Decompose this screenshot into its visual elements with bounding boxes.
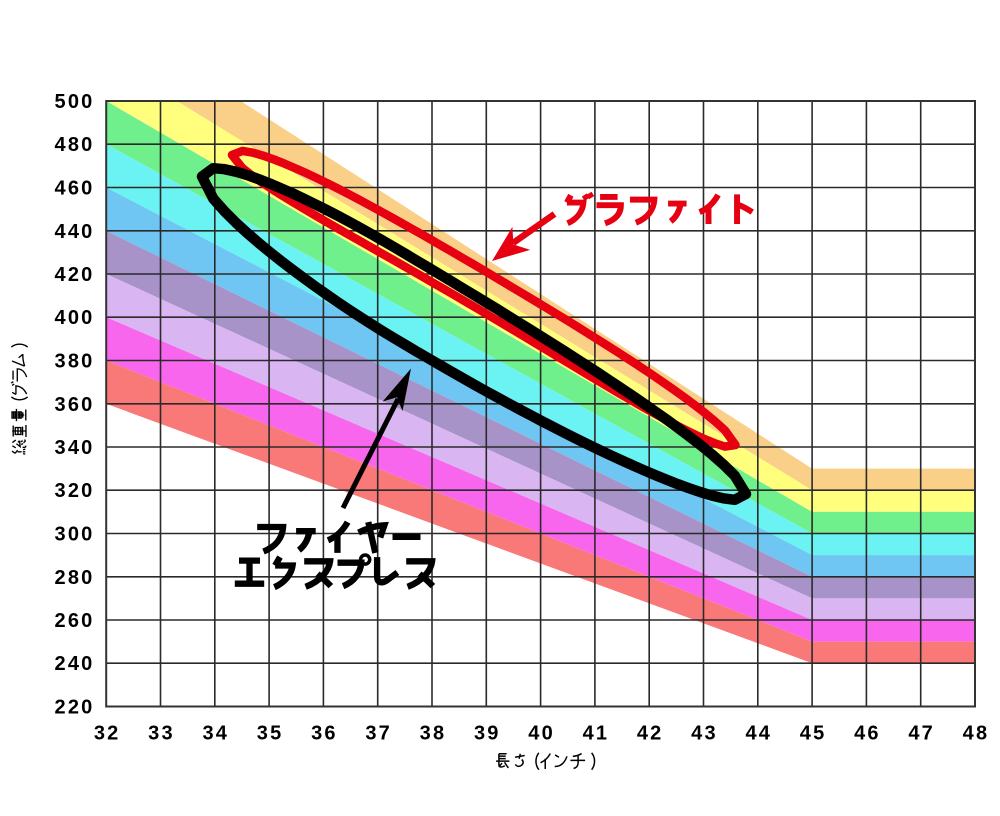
- svg-text:480: 480: [55, 134, 95, 156]
- svg-text:420: 420: [55, 264, 95, 286]
- svg-text:400: 400: [55, 307, 95, 329]
- svg-text:44: 44: [745, 723, 772, 745]
- svg-text:34: 34: [202, 723, 229, 745]
- svg-text:33: 33: [148, 723, 175, 745]
- svg-text:42: 42: [637, 723, 664, 745]
- svg-text:440: 440: [55, 221, 95, 243]
- svg-text:39: 39: [474, 723, 501, 745]
- svg-text:45: 45: [800, 723, 827, 745]
- svg-text:280: 280: [55, 567, 95, 589]
- svg-text:340: 340: [55, 437, 95, 459]
- svg-text:240: 240: [55, 653, 95, 675]
- svg-text:47: 47: [908, 723, 935, 745]
- svg-text:35: 35: [257, 723, 284, 745]
- svg-text:48: 48: [963, 723, 990, 745]
- svg-text:36: 36: [311, 723, 338, 745]
- svg-text:40: 40: [528, 723, 555, 745]
- svg-text:500: 500: [55, 91, 95, 113]
- svg-text:41: 41: [583, 723, 610, 745]
- svg-text:37: 37: [365, 723, 392, 745]
- svg-text:220: 220: [55, 697, 95, 719]
- svg-text:320: 320: [55, 480, 95, 502]
- svg-text:260: 260: [55, 610, 95, 632]
- svg-text:460: 460: [55, 178, 95, 200]
- svg-text:380: 380: [55, 351, 95, 373]
- svg-text:43: 43: [691, 723, 718, 745]
- svg-text:38: 38: [420, 723, 447, 745]
- svg-text:300: 300: [55, 524, 95, 546]
- svg-text:32: 32: [94, 723, 121, 745]
- svg-text:46: 46: [854, 723, 881, 745]
- svg-text:360: 360: [55, 394, 95, 416]
